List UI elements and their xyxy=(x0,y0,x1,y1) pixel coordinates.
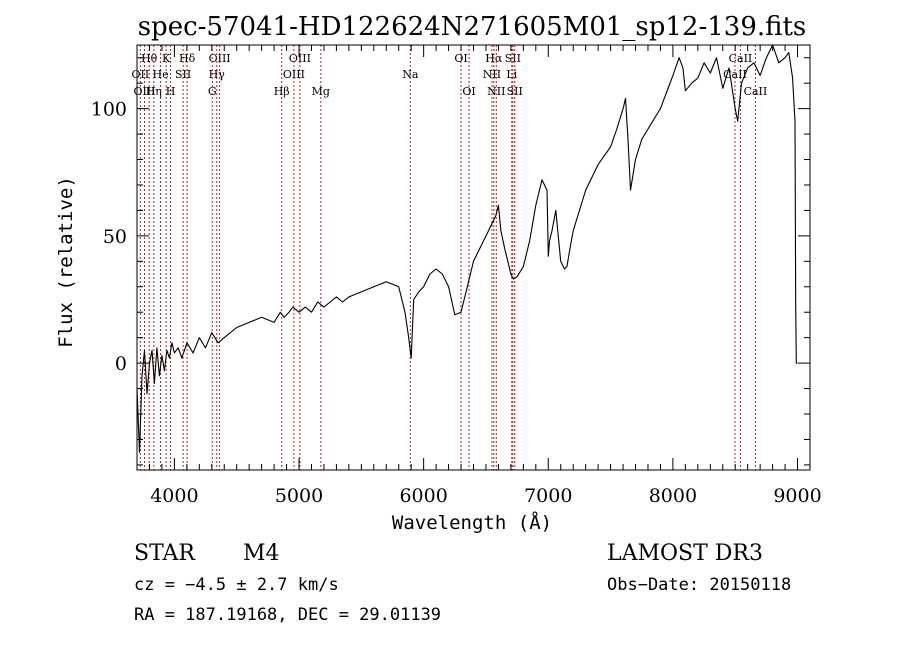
x-tick-label: 6000 xyxy=(399,485,447,507)
spectral-line-label: K xyxy=(162,52,171,65)
axis-ticks xyxy=(137,45,811,470)
spectral-line-markers: Hθ OII OIII K He Hη SII H Hδ OIII Hγ G OIII OIII Hβ Mg N… xyxy=(132,45,768,470)
spectral-line-label: SII xyxy=(507,85,523,98)
spectral-line-label: Hη xyxy=(146,85,162,98)
spectral-line-label: H xyxy=(166,85,176,98)
x-tick-label: 5000 xyxy=(275,485,323,507)
survey-name: LAMOST DR3 xyxy=(607,541,763,566)
x-tick-label: 9000 xyxy=(773,485,821,507)
spectral-line-label: Hθ xyxy=(141,52,158,65)
spectral-line-label: OII xyxy=(132,68,150,81)
spectral-line-label: OIII xyxy=(289,52,311,65)
x-tick-label: 4000 xyxy=(150,485,198,507)
spectral-line-label: Hδ xyxy=(179,52,196,65)
coordinates: RA = 187.19168, DEC = 29.01139 xyxy=(134,605,441,625)
plot-frame xyxy=(136,44,811,471)
spectral-line-label: Hγ xyxy=(209,68,226,81)
x-axis-label: Wavelength (Å) xyxy=(392,511,552,534)
spectral-line-label: OIII xyxy=(133,85,155,98)
spectral-line-label: He xyxy=(153,68,169,81)
spectral-line-label: Na xyxy=(402,68,419,81)
object-subclass: M4 xyxy=(243,541,280,566)
spectral-line-label: Li xyxy=(506,68,517,81)
x-tick-label: 7000 xyxy=(524,485,572,507)
spectral-line-label: CaII xyxy=(744,85,768,98)
spectral-line-label: Mg xyxy=(312,85,330,98)
spectral-line-label: Hα xyxy=(485,52,503,65)
chart-title: spec-57041-HD122624N271605M01_sp12-139.f… xyxy=(138,12,807,42)
y-tick-label: 50 xyxy=(103,226,127,248)
y-tick-label: 100 xyxy=(91,99,127,121)
spectral-line-label: G xyxy=(208,85,217,98)
spectral-line-label: OI xyxy=(454,52,467,65)
series-line-spectrum xyxy=(136,44,798,453)
obs-date: Obs−Date: 20150118 xyxy=(607,575,791,595)
spectral-line-label: Hβ xyxy=(274,85,290,98)
object-class: STAR xyxy=(134,541,196,566)
x-tick-labels: 4000 5000 6000 7000 8000 9000 xyxy=(150,485,822,507)
spectral-line-label: OIII xyxy=(209,52,231,65)
x-tick-label: 8000 xyxy=(649,485,697,507)
redshift-cz: cz = −4.5 ± 2.7 km/s xyxy=(134,575,339,595)
spectral-line-label: OIII xyxy=(283,68,305,81)
spectral-line-label: OI xyxy=(462,85,475,98)
spectral-line-label: NII xyxy=(487,85,505,98)
spectral-line-label: CaII xyxy=(729,52,753,65)
y-tick-labels: 0 50 100 xyxy=(91,99,127,375)
spectral-line-label: SII xyxy=(505,52,521,65)
spectral-line-label: NII xyxy=(483,68,501,81)
spectral-line-label: SII xyxy=(175,68,191,81)
y-axis-label: Flux (relative) xyxy=(55,176,77,348)
y-tick-label: 0 xyxy=(115,353,127,375)
